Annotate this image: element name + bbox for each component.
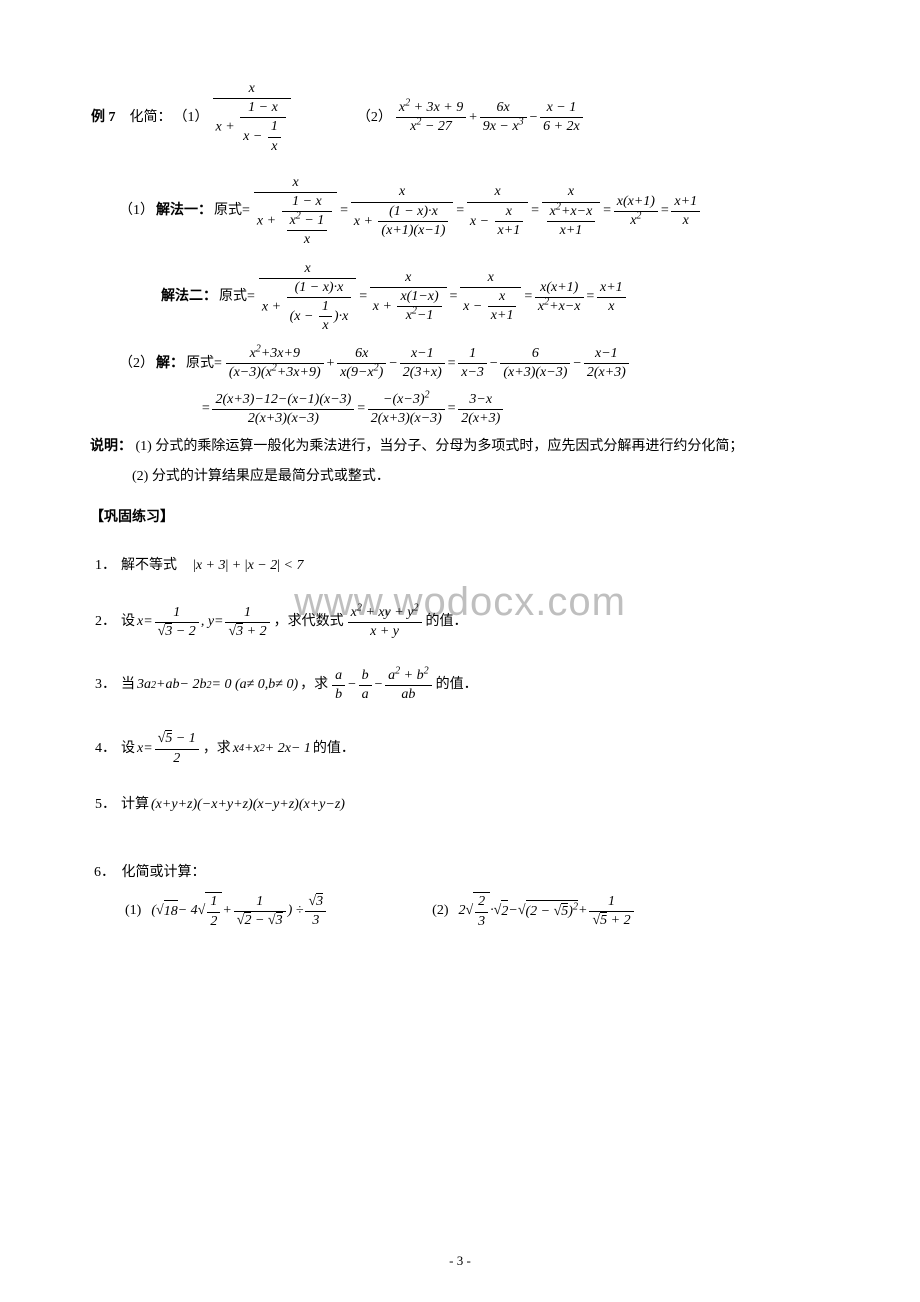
- sol2-chain2: = 2(x+3)−12−(x−1)(x−3)2(x+3)(x−3) = −(x−…: [201, 391, 505, 428]
- p2-num: 2．: [95, 611, 119, 633]
- example-7-header: 例 7 化简： （1） x x + 1 − x x − 1x （2）: [90, 80, 830, 156]
- example-label: 例 7: [91, 107, 116, 129]
- practice-header: 【巩固练习】: [90, 507, 830, 529]
- sol2-line2: = 2(x+3)−12−(x−1)(x−3)2(x+3)(x−3) = −(x−…: [90, 391, 830, 428]
- notes-block2: (2) 分式的计算结果应是最简分式或整式．: [90, 466, 830, 488]
- p6-num: 6．: [94, 862, 118, 884]
- sol2-method-label: 解：: [156, 353, 184, 375]
- problem-3: 3． 当 3a2 + ab − 2b2 = 0 (a ≠ 0, b ≠ 0) ，…: [90, 667, 830, 704]
- p4-prefix: 设: [121, 738, 135, 760]
- sol1-m2-chain: x x + (1 − x)·x(x − 1x)·x = x x + x(1−x)…: [257, 260, 628, 336]
- p3-num: 3．: [95, 674, 119, 696]
- p1-formula: |x + 3| + |x − 2| < 7: [193, 555, 304, 577]
- p6-sub2-formula: 2√23 · √2 − √(2 − √5)2 + 1√5 + 2: [458, 892, 635, 930]
- note1-text: 分式的乘除运算一般化为乘法进行，当分子、分母为多项式时，应先因式分解再进行约分化…: [155, 439, 743, 454]
- p2-prefix: 设: [121, 611, 135, 633]
- method2-label: 解法二：: [161, 286, 217, 308]
- p6-sub1-label: (1): [125, 900, 141, 922]
- part2-label: （2）: [357, 107, 392, 129]
- p5-prefix: 计算: [121, 794, 149, 816]
- p2-formula: x = 1√3 − 2, y = 1√3 + 2: [137, 604, 272, 641]
- sol1-m1-chain: x x + 1 − xx2 − 1x = x x + (1 − x)·x(x+1…: [252, 174, 702, 250]
- method1-label: 解法一：: [156, 200, 212, 222]
- sol1-method1: （1） 解法一： 原式= x x + 1 − xx2 − 1x = x x + …: [90, 174, 830, 250]
- note2-text: 分式的计算结果应是最简分式或整式．: [152, 469, 390, 484]
- method2-prefix: 原式=: [219, 286, 255, 308]
- notes-block: 说明： (1) 分式的乘除运算一般化为乘法进行，当分子、分母为多项式时，应先因式…: [90, 436, 830, 458]
- p6-prefix: 化简或计算：: [122, 865, 206, 880]
- part1-label: （1）: [174, 107, 209, 129]
- note1-label: (1): [136, 439, 152, 454]
- problem-6: 6． 化简或计算： (1) (√18 − 4√12 + 1√2 − √3) ÷ …: [90, 862, 830, 931]
- page-number: - 3 -: [0, 1251, 920, 1272]
- sol1-method2: 解法二： 原式= x x + (1 − x)·x(x − 1x)·x = x x…: [90, 260, 830, 336]
- p3-prefix: 当: [121, 674, 135, 696]
- p4-formula2: x4 + x2 + 2x − 1: [233, 738, 311, 760]
- notes-header: 说明：: [90, 439, 132, 454]
- problem-2: 2． 设 x = 1√3 − 2, y = 1√3 + 2 ，求代数式 x2 +…: [90, 604, 830, 641]
- p4-formula: x = √5 − 12: [137, 730, 201, 767]
- p6-sub1-formula: (√18 − 4√12 + 1√2 − √3) ÷ √33: [151, 892, 328, 930]
- p3-formula: 3a2 + ab − 2b2 = 0 (a ≠ 0, b ≠ 0): [137, 674, 298, 696]
- p4-num: 4．: [95, 738, 119, 760]
- sol2-line1: （2） 解： 原式= x2+3x+9(x−3)(x2+3x+9) + 6xx(9…: [90, 345, 830, 382]
- method1-prefix: 原式=: [214, 200, 250, 222]
- ex7-p2-formula: x2 + 3x + 9x2 − 27 + 6x9x − x3 − x − 16 …: [394, 99, 585, 136]
- sol2-prefix: 原式=: [186, 353, 222, 375]
- ex7-p1-formula: x x + 1 − x x − 1x: [211, 80, 293, 156]
- p5-formula: (x+y+z)(−x+y+z)(x−y+z)(x+y−z): [151, 794, 345, 816]
- problem-5: 5． 计算 (x+y+z)(−x+y+z)(x−y+z)(x+y−z): [90, 794, 830, 816]
- note2-label: (2): [132, 469, 148, 484]
- p4-suffix: 的值．: [313, 738, 355, 760]
- p2-middle: ，求代数式: [274, 611, 344, 633]
- example-action: 化简：: [130, 107, 172, 129]
- p1-prefix: 解不等式: [121, 555, 177, 577]
- p3-formula2: ab − ba − a2 + b2ab: [330, 667, 433, 704]
- sol2-chain1: x2+3x+9(x−3)(x2+3x+9) + 6xx(9−x2) − x−12…: [224, 345, 631, 382]
- p2-suffix: 的值．: [426, 611, 468, 633]
- p6-sub2-label: (2): [432, 900, 448, 922]
- p2-formula2: x2 + xy + y2x + y: [346, 604, 424, 641]
- p4-middle: ，求: [203, 738, 231, 760]
- problem-4: 4． 设 x = √5 − 12 ，求 x4 + x2 + 2x − 1 的值．: [90, 730, 830, 767]
- p1-num: 1．: [95, 555, 119, 577]
- sol1-label: （1）: [119, 200, 154, 222]
- p5-num: 5．: [95, 794, 119, 816]
- problem-1: 1． 解不等式 |x + 3| + |x − 2| < 7: [90, 555, 830, 577]
- p3-suffix: 的值．: [436, 674, 478, 696]
- p3-middle: ，求: [300, 674, 328, 696]
- sol2-label: （2）: [119, 353, 154, 375]
